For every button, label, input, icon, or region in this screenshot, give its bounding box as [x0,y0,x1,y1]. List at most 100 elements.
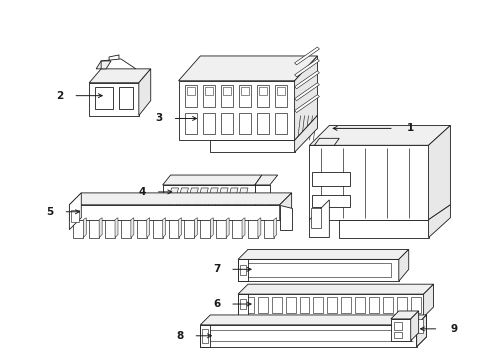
Polygon shape [238,260,247,281]
Polygon shape [73,220,83,238]
Polygon shape [168,200,175,212]
Polygon shape [294,56,317,140]
Bar [203,85,215,107]
Bar [368,297,378,313]
Polygon shape [210,140,294,152]
Polygon shape [188,188,198,200]
Polygon shape [294,95,319,113]
Polygon shape [163,218,165,238]
Polygon shape [294,116,317,152]
Polygon shape [427,205,449,238]
Bar [258,87,266,95]
Polygon shape [208,200,215,212]
Polygon shape [137,220,146,238]
Bar [240,265,245,275]
Bar [274,85,286,107]
Bar [257,297,267,313]
Polygon shape [238,249,408,260]
Polygon shape [238,188,247,200]
Polygon shape [168,220,178,238]
Bar [396,297,406,313]
Bar [202,329,208,343]
Bar [393,322,401,330]
Polygon shape [257,218,260,238]
Polygon shape [238,260,398,281]
Polygon shape [200,220,210,238]
Bar [185,85,197,107]
Bar [239,113,250,134]
Bar [274,113,286,134]
Polygon shape [294,71,319,89]
Polygon shape [218,200,224,212]
Polygon shape [416,315,426,347]
Polygon shape [83,218,86,238]
Bar [221,113,233,134]
Bar [241,87,248,95]
Polygon shape [228,188,238,200]
Polygon shape [105,220,115,238]
Polygon shape [247,220,257,238]
Polygon shape [194,218,197,238]
Bar [410,319,422,333]
Polygon shape [228,200,235,212]
Bar [256,85,268,107]
Bar [187,87,195,95]
Polygon shape [168,188,178,200]
Polygon shape [121,220,131,238]
Polygon shape [294,83,319,100]
Polygon shape [115,218,118,238]
Polygon shape [294,47,319,65]
Polygon shape [152,220,163,238]
Text: 1: 1 [406,123,413,134]
Polygon shape [309,200,328,238]
Polygon shape [264,220,273,238]
Polygon shape [188,200,195,212]
Polygon shape [416,315,426,347]
Bar [271,297,281,313]
Polygon shape [89,69,150,83]
Bar [185,113,197,134]
Polygon shape [254,185,269,212]
Bar [410,297,420,313]
Polygon shape [146,218,149,238]
Polygon shape [218,188,228,200]
Polygon shape [423,284,433,317]
Polygon shape [273,218,276,238]
Polygon shape [178,56,317,81]
Bar [313,297,323,313]
Polygon shape [410,311,418,341]
Polygon shape [242,218,244,238]
Polygon shape [131,218,134,238]
Polygon shape [390,311,418,319]
Bar [256,113,268,134]
Polygon shape [398,249,408,281]
Bar [221,85,233,107]
Polygon shape [208,188,218,200]
Bar [393,332,401,338]
Polygon shape [178,81,294,140]
Polygon shape [314,138,339,145]
Bar [239,85,250,107]
Polygon shape [198,188,208,200]
Text: 9: 9 [449,324,457,334]
Bar [312,195,349,207]
Polygon shape [178,218,181,238]
Polygon shape [184,220,194,238]
Bar [223,87,231,95]
Polygon shape [309,145,427,220]
Text: 8: 8 [176,331,183,341]
Polygon shape [163,185,254,200]
Text: 3: 3 [155,113,163,123]
Bar [240,299,245,309]
Polygon shape [178,188,188,200]
Text: 7: 7 [212,264,220,274]
Bar [299,297,309,313]
Bar [382,297,392,313]
Polygon shape [96,61,111,69]
Text: 6: 6 [212,299,220,309]
Polygon shape [279,205,291,230]
Bar [312,172,349,186]
Polygon shape [225,218,229,238]
Polygon shape [216,220,225,238]
Polygon shape [89,220,99,238]
